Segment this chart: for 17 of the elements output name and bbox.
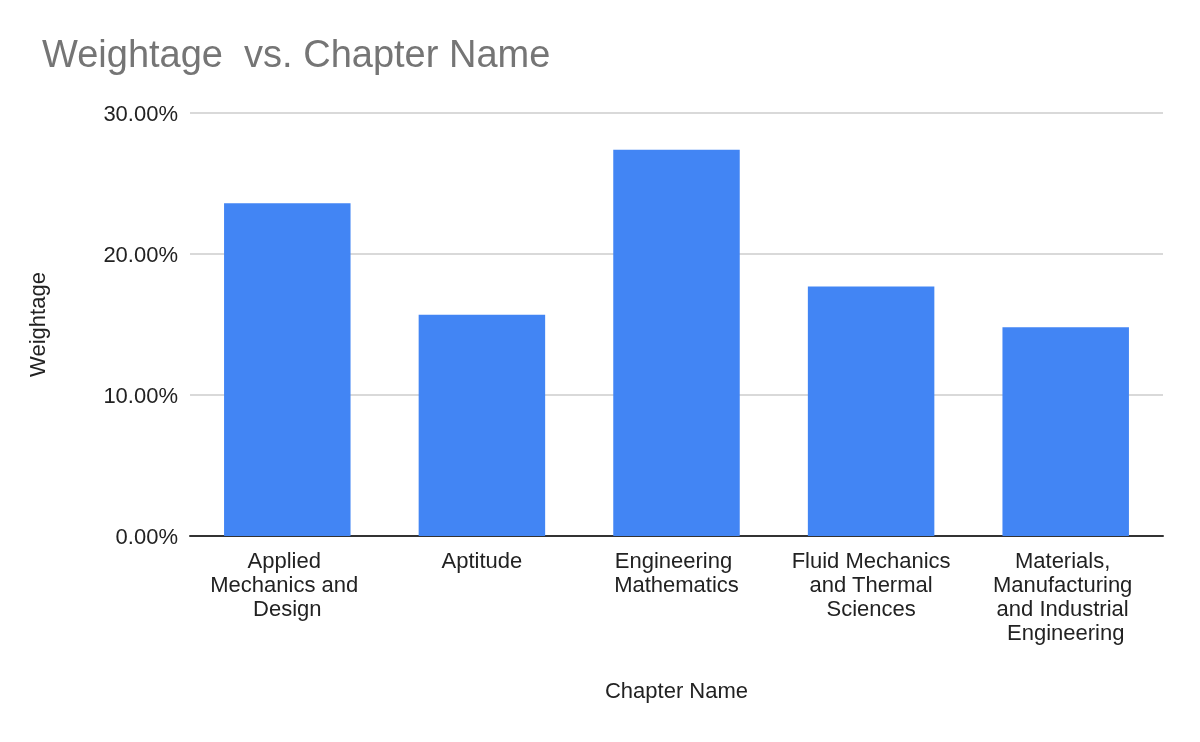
y-axis-title: Weightage bbox=[24, 272, 50, 377]
x-tick-label: Applied Mechanics and Design bbox=[210, 547, 365, 621]
chart-title: Weightage vs. Chapter Name bbox=[42, 33, 551, 75]
x-tick-label: Engineering Mathematics bbox=[614, 547, 739, 597]
y-tick-label: 20.00% bbox=[103, 241, 178, 267]
x-tick-label: Fluid Mechanics and Thermal Sciences bbox=[791, 547, 951, 621]
x-axis-title: Chapter Name bbox=[604, 677, 749, 703]
bar bbox=[1002, 327, 1129, 536]
bar bbox=[418, 314, 546, 536]
y-tick-label: 0.00% bbox=[115, 523, 178, 549]
x-tick-label: Materials, Manufacturing and Industrial Engineering bbox=[992, 547, 1139, 645]
x-tick-label: Aptitude bbox=[441, 547, 523, 573]
bar bbox=[613, 149, 740, 536]
y-tick-label: 10.00% bbox=[103, 382, 178, 408]
bar bbox=[807, 286, 935, 536]
y-tick-label: 30.00% bbox=[103, 100, 178, 126]
bar bbox=[224, 203, 351, 536]
